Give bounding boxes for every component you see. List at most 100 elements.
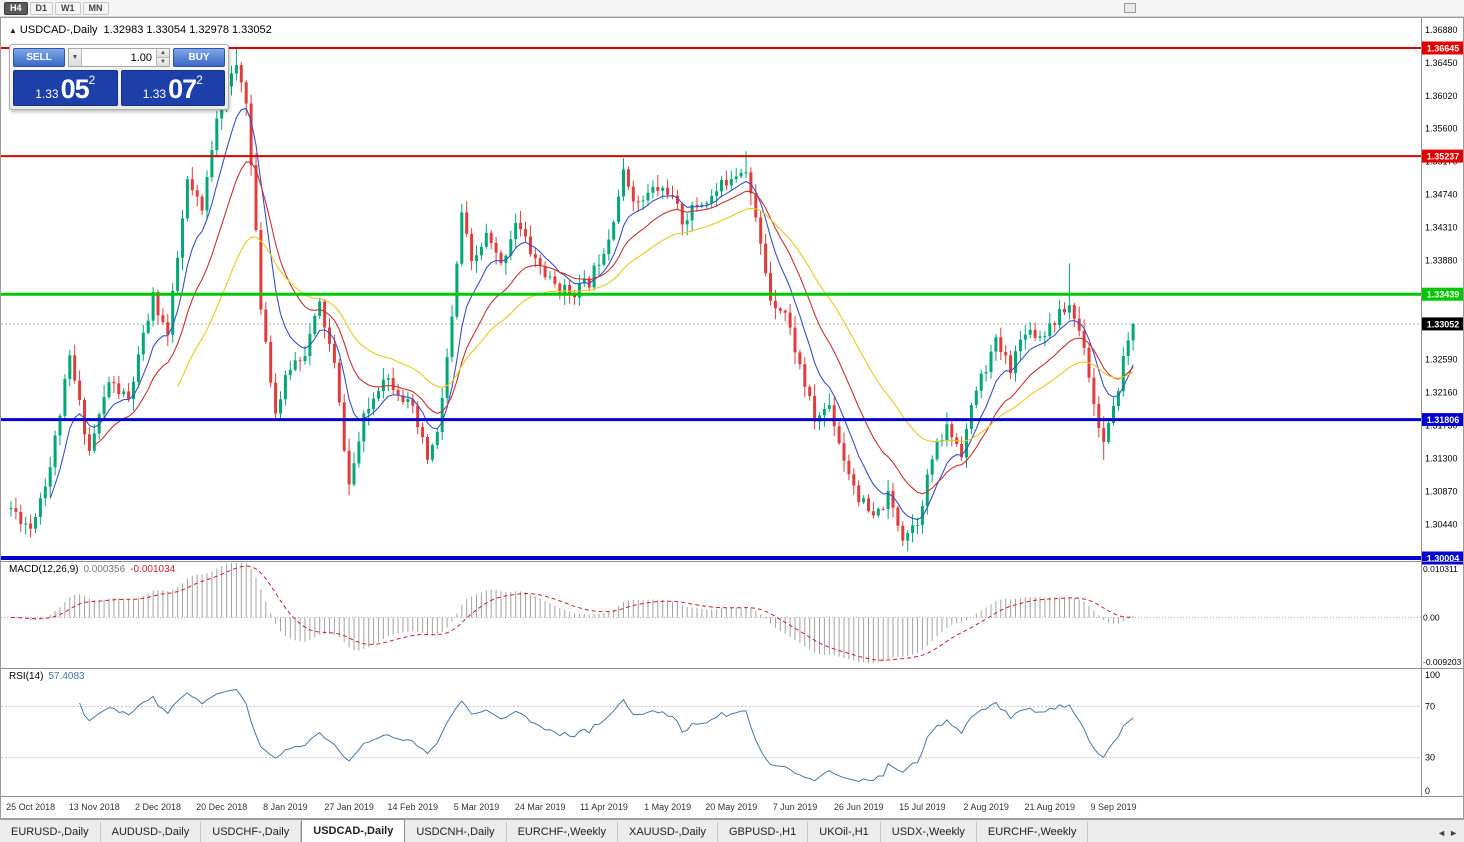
- rsi-axis-label: 100: [1425, 670, 1440, 680]
- price-box-value: 1.33439: [1427, 290, 1460, 300]
- volume-input[interactable]: 1.00: [130, 51, 152, 64]
- window-restore-icon[interactable]: [1124, 3, 1136, 13]
- chart-tabs: EURUSD-,Daily AUDUSD-,Daily USDCHF-,Daily U…: [0, 819, 1089, 842]
- price-box-1.33052: [1422, 317, 1463, 331]
- timeframe-button-mn[interactable]: MN: [82, 1, 109, 15]
- price-axis-label: 1.36450: [1425, 58, 1458, 68]
- price-box-1.35237: [1422, 149, 1463, 163]
- sell-price-big: 05: [60, 74, 90, 104]
- price-box-1.31806: [1422, 413, 1463, 427]
- price-box-value: 1.33052: [1427, 319, 1460, 329]
- tab-ukoil-h1[interactable]: UKOil-,H1: [808, 822, 881, 842]
- volume-down-icon[interactable]: ▼: [157, 58, 169, 66]
- price-box-value: 1.30004: [1427, 554, 1460, 564]
- macd-axis-label: -0.009203: [1423, 657, 1462, 667]
- price-axis-label: 1.30870: [1425, 487, 1458, 497]
- tab-usdcad-daily[interactable]: USDCAD-,Daily: [301, 819, 406, 842]
- sell-price-display[interactable]: 1.33 05 2: [13, 70, 118, 106]
- tab-audusd-daily[interactable]: AUDUSD-,Daily: [100, 822, 202, 842]
- price-axis-label: 1.30440: [1425, 520, 1458, 530]
- date-axis-label: 5 Mar 2019: [454, 802, 500, 812]
- price-axis-label: 1.36020: [1425, 91, 1458, 101]
- volume-box: ▼ 1.00 ▲ ▼: [68, 48, 170, 67]
- date-axis-label: 8 Jan 2019: [263, 802, 308, 812]
- tab-usdcnh-daily[interactable]: USDCNH-,Daily: [405, 822, 507, 842]
- price-axis-label: 1.35600: [1425, 123, 1458, 133]
- macd-indicator-label: MACD(12,26,9) 0.000356 -0.001034: [9, 564, 175, 575]
- timeframe-button-w1[interactable]: W1: [55, 1, 81, 15]
- tab-usdchf-daily[interactable]: USDCHF-,Daily: [201, 822, 302, 842]
- date-axis-label: 24 Mar 2019: [515, 802, 566, 812]
- volume-up-icon[interactable]: ▲: [157, 49, 169, 58]
- date-axis-label: 20 May 2019: [705, 802, 757, 812]
- date-axis-label: 13 Nov 2018: [69, 802, 120, 812]
- sell-button[interactable]: SELL: [13, 48, 65, 67]
- timeframe-button-h4[interactable]: H4: [4, 1, 28, 15]
- price-axis-label: 1.31300: [1425, 454, 1458, 464]
- tab-xauusd-daily[interactable]: XAUUSD-,Daily: [617, 822, 718, 842]
- rsi-axis-label: 30: [1425, 753, 1435, 763]
- date-axis-label: 25 Oct 2018: [6, 802, 55, 812]
- one-click-toggle-icon[interactable]: ▲: [9, 26, 17, 35]
- moving-average-17: [93, 161, 1134, 495]
- rsi-axis-label: 70: [1425, 701, 1435, 711]
- rsi-indicator-label: RSI(14) 57.4083: [9, 671, 85, 682]
- tab-scroll-right-icon[interactable]: ►: [1449, 828, 1458, 838]
- tab-eurchf-weekly[interactable]: EURCHF-,Weekly: [976, 822, 1089, 842]
- sell-price-small: 1.33: [35, 87, 59, 101]
- macd-signal-value: -0.001034: [130, 564, 176, 575]
- date-axis-label: 15 Jul 2019: [899, 802, 946, 812]
- rsi-value: 57.4083: [48, 671, 85, 682]
- sell-price-sup: 2: [88, 73, 96, 87]
- price-box-1.33439: [1422, 287, 1463, 301]
- date-axis-label: 26 Jun 2019: [834, 802, 884, 812]
- timeframe-buttons: H4 D1 W1 MN: [4, 1, 109, 15]
- price-axis-label: 1.36880: [1425, 25, 1458, 35]
- tab-gbpusd-h1[interactable]: GBPUSD-,H1: [718, 822, 809, 842]
- volume-dropdown-icon[interactable]: ▼: [69, 49, 82, 66]
- buy-button[interactable]: BUY: [173, 48, 225, 67]
- date-axis-label: 14 Feb 2019: [388, 802, 439, 812]
- macd-main-value: 0.000356: [83, 564, 126, 575]
- date-axis-label: 11 Apr 2019: [580, 802, 628, 812]
- timeframe-toolbar: H4 D1 W1 MN: [0, 0, 1464, 17]
- buy-price-big: 07: [168, 74, 197, 104]
- date-axis-label: 9 Sep 2019: [1090, 802, 1136, 812]
- price-axis-label: 1.33880: [1425, 255, 1458, 265]
- date-axis-label: 1 May 2019: [644, 802, 691, 812]
- macd-name: MACD(12,26,9): [9, 564, 79, 575]
- date-axis-label: 20 Dec 2018: [196, 802, 247, 812]
- chart-tab-bar: EURUSD-,Daily AUDUSD-,Daily USDCHF-,Daily U…: [0, 819, 1464, 842]
- price-box-value: 1.31806: [1427, 415, 1460, 425]
- price-box-value: 1.36645: [1427, 44, 1460, 54]
- price-axis-label: 1.32590: [1425, 354, 1458, 364]
- price-box-1.36645: [1422, 41, 1463, 55]
- chart-ohlc-values: 1.32983 1.33054 1.32978 1.33052: [103, 24, 272, 36]
- macd-signal-line: [10, 565, 1134, 661]
- rsi-line: [79, 688, 1134, 783]
- one-click-trading-panel: SELL ▼ 1.00 ▲ ▼ BUY 1.33 05 2: [9, 44, 229, 110]
- tab-eurusd-daily[interactable]: EURUSD-,Daily: [0, 822, 101, 842]
- date-axis-label: 7 Jun 2019: [773, 802, 818, 812]
- macd-axis-label: 0.00: [1423, 613, 1440, 623]
- date-axis-label: 21 Aug 2019: [1025, 802, 1076, 812]
- tab-scroll-left-icon[interactable]: ◄: [1437, 828, 1447, 838]
- price-axis-label: 1.34740: [1425, 189, 1458, 199]
- tab-eurchf-weekly[interactable]: EURCHF-,Weekly: [506, 822, 618, 842]
- date-axis-label: 27 Jan 2019: [324, 802, 374, 812]
- price-axis-label: 1.34310: [1425, 222, 1458, 232]
- moving-average-8: [49, 107, 1134, 521]
- candlesticks: [9, 48, 1135, 552]
- buy-price-display[interactable]: 1.33 07 2: [120, 70, 225, 106]
- date-axis-label: 2 Aug 2019: [963, 802, 1009, 812]
- chart-symbol-label: USDCAD-,Daily: [19, 24, 98, 36]
- macd-axis-label: 0.010311: [1423, 564, 1458, 574]
- tab-usdx-weekly[interactable]: USDX-,Weekly: [880, 822, 977, 842]
- timeframe-button-d1[interactable]: D1: [29, 1, 54, 15]
- macd-histogram: [15, 563, 1134, 664]
- buy-price-small: 1.33: [142, 87, 167, 101]
- chart-canvas[interactable]: 1.368801.364501.360201.356001.351701.347…: [1, 18, 1463, 818]
- date-axis-label: 2 Dec 2018: [135, 802, 181, 812]
- price-box-value: 1.35237: [1427, 152, 1460, 162]
- moving-average-34: [177, 207, 1134, 443]
